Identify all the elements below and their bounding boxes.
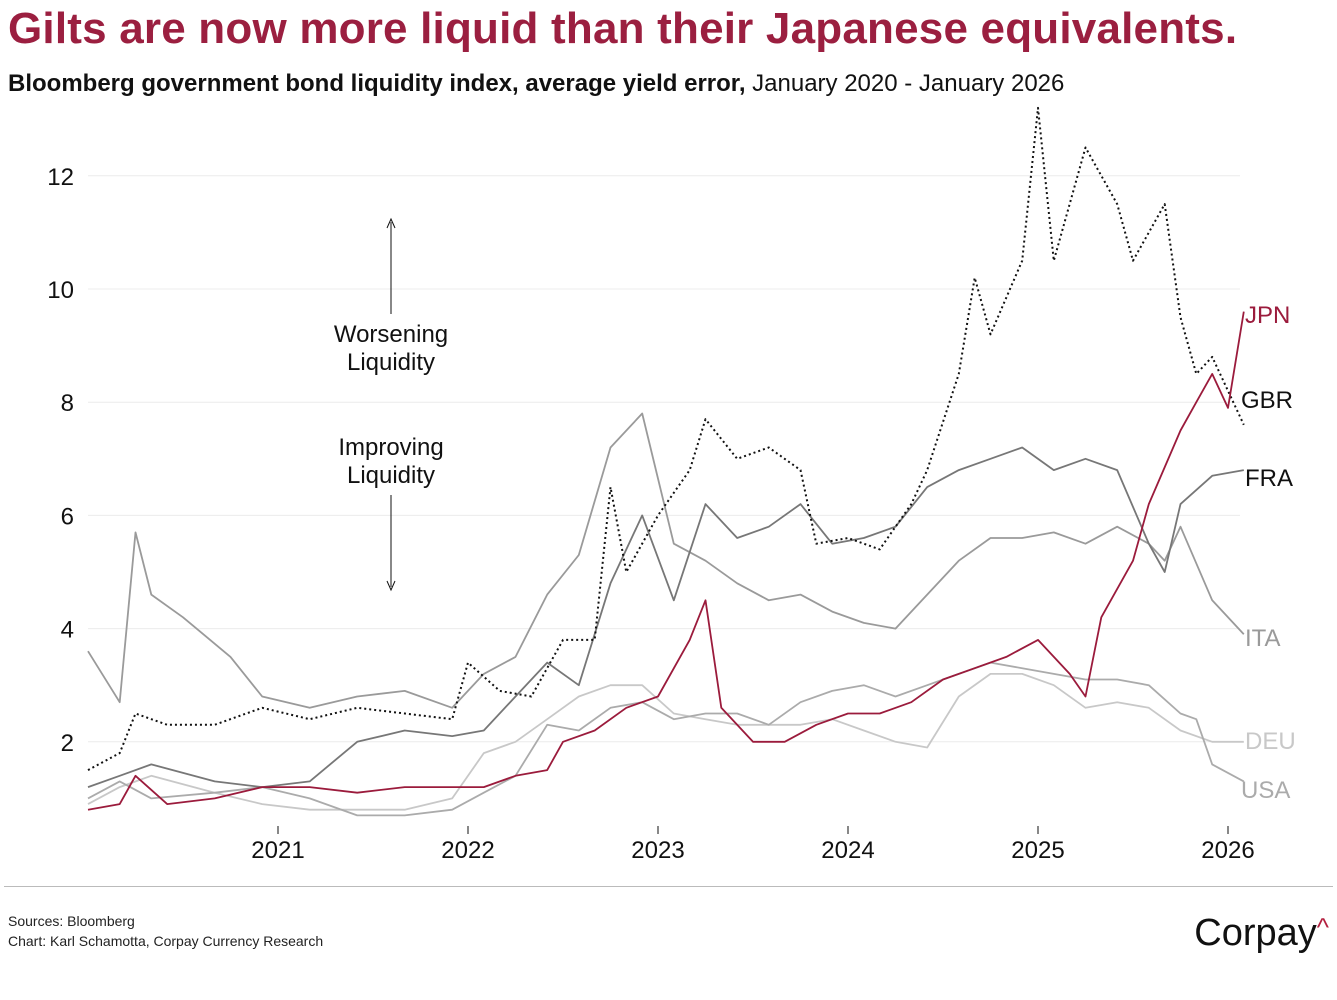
series-line-jpn [87, 311, 1245, 811]
up-arrowhead-icon [386, 217, 396, 229]
series-line-gbr [87, 106, 1245, 771]
series-line-fra [87, 446, 1244, 788]
chart-title: Gilts are now more liquid than their Jap… [8, 4, 1238, 53]
x-tick-label: 2025 [1011, 837, 1064, 864]
series-label-deu: DEU [1245, 728, 1296, 755]
x-tick-label: 2024 [821, 837, 874, 864]
subtitle-bold: Bloomberg government bond liquidity inde… [8, 70, 746, 97]
corpay-logo: Corpay^ [1194, 912, 1329, 954]
y-axis-ticks: 2 4 6 8 10 12 [47, 164, 74, 757]
down-arrowhead-icon [386, 580, 396, 592]
series-label-ita: ITA [1245, 625, 1281, 652]
y-tick-label: 8 [61, 390, 74, 417]
footer-divider [4, 886, 1333, 887]
line-chart: 2 4 6 8 10 12 2021 2022 2023 2024 2025 2026 Worsen… [47, 106, 1296, 864]
annotations: Worsening Liquidity Improving Liquidity [334, 217, 448, 592]
x-tick-label: 2023 [631, 837, 684, 864]
series-line-deu [87, 673, 1244, 811]
series-lines [87, 106, 1245, 817]
subtitle-date-range: January 2020 - January 2026 [745, 70, 1065, 97]
y-tick-label: 2 [61, 730, 74, 757]
series-labels: DEU USA ITA FRA GBR JPN [1241, 302, 1296, 804]
series-label-usa: USA [1241, 777, 1290, 804]
series-label-gbr: GBR [1241, 387, 1293, 414]
worsening-label-2: Liquidity [347, 349, 435, 376]
x-tick-label: 2022 [441, 837, 494, 864]
x-tick-label: 2021 [251, 837, 304, 864]
improving-label-1: Improving [338, 434, 443, 461]
y-tick-label: 12 [47, 164, 74, 191]
x-axis-ticks: 2021 2022 2023 2024 2025 2026 [251, 826, 1255, 864]
worsening-label-1: Worsening [334, 321, 448, 348]
chart-subtitle: Bloomberg government bond liquidity inde… [8, 70, 1064, 98]
series-label-fra: FRA [1245, 465, 1293, 492]
y-tick-label: 4 [61, 617, 74, 644]
series-line-ita [87, 412, 1245, 709]
sources-note: Sources: Bloomberg [8, 913, 135, 929]
chart-credit: Chart: Karl Schamotta, Corpay Currency R… [8, 933, 324, 949]
y-tick-label: 6 [61, 503, 74, 530]
series-line-usa [87, 661, 1245, 817]
improving-label-2: Liquidity [347, 462, 435, 489]
y-tick-label: 10 [47, 277, 74, 304]
gridlines [88, 175, 1240, 743]
series-label-jpn: JPN [1245, 302, 1290, 329]
x-tick-label: 2026 [1201, 837, 1254, 864]
